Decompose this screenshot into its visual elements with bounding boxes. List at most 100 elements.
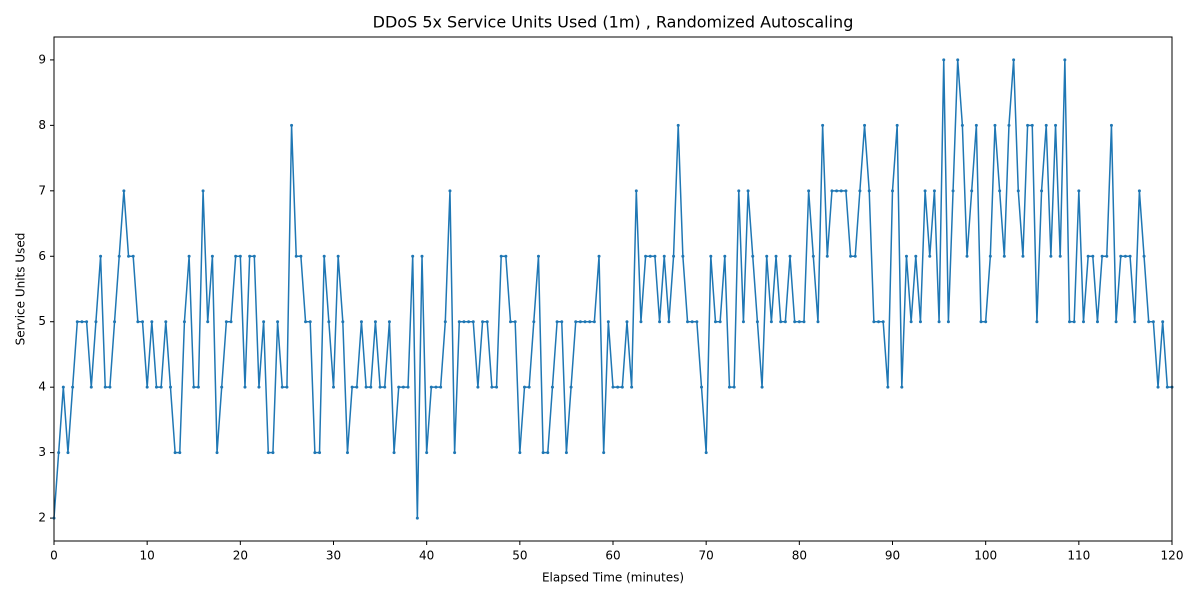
data-point bbox=[1049, 254, 1053, 258]
data-point bbox=[723, 254, 727, 258]
x-tick-label: 120 bbox=[1161, 549, 1184, 563]
data-point bbox=[532, 320, 536, 324]
data-point bbox=[1105, 254, 1109, 258]
data-point bbox=[960, 123, 964, 127]
data-point bbox=[434, 385, 438, 389]
data-point bbox=[57, 451, 61, 455]
data-point bbox=[592, 320, 596, 324]
data-point bbox=[648, 254, 652, 258]
data-point bbox=[234, 254, 238, 258]
x-tick-label: 40 bbox=[419, 549, 434, 563]
data-point bbox=[844, 189, 848, 193]
data-point bbox=[676, 123, 680, 127]
data-point bbox=[108, 385, 112, 389]
data-point bbox=[746, 189, 750, 193]
data-point bbox=[145, 385, 149, 389]
data-point bbox=[686, 320, 690, 324]
data-point bbox=[313, 451, 317, 455]
x-tick-label: 70 bbox=[699, 549, 714, 563]
data-point bbox=[760, 385, 764, 389]
data-point bbox=[1142, 254, 1146, 258]
data-point bbox=[1147, 320, 1151, 324]
y-axis-label: Service Units Used bbox=[14, 233, 28, 346]
data-point bbox=[881, 320, 885, 324]
data-point bbox=[66, 451, 70, 455]
data-point bbox=[853, 254, 857, 258]
data-point bbox=[1030, 123, 1034, 127]
data-point bbox=[588, 320, 592, 324]
data-point bbox=[872, 320, 876, 324]
data-point bbox=[1068, 320, 1072, 324]
data-point bbox=[99, 254, 103, 258]
data-point bbox=[85, 320, 89, 324]
data-point bbox=[266, 451, 270, 455]
data-point bbox=[951, 189, 955, 193]
x-axis-label: Elapsed Time (minutes) bbox=[542, 571, 684, 585]
data-point bbox=[788, 254, 792, 258]
data-point bbox=[1040, 189, 1044, 193]
data-point bbox=[164, 320, 168, 324]
data-point bbox=[248, 254, 252, 258]
data-point bbox=[755, 320, 759, 324]
data-point bbox=[294, 254, 298, 258]
data-point bbox=[583, 320, 587, 324]
data-point bbox=[578, 320, 582, 324]
x-tick-label: 0 bbox=[50, 549, 58, 563]
y-tick-label: 7 bbox=[38, 183, 46, 197]
data-point bbox=[159, 385, 163, 389]
data-point bbox=[830, 189, 834, 193]
data-point bbox=[904, 254, 908, 258]
data-point bbox=[630, 385, 634, 389]
chart-title: DDoS 5x Service Units Used (1m) , Random… bbox=[373, 13, 854, 32]
data-point bbox=[453, 451, 457, 455]
data-point bbox=[956, 58, 960, 62]
data-point bbox=[1077, 189, 1081, 193]
data-point bbox=[700, 385, 704, 389]
data-point bbox=[113, 320, 117, 324]
data-point bbox=[560, 320, 564, 324]
data-point bbox=[1054, 123, 1058, 127]
data-point bbox=[625, 320, 629, 324]
data-point bbox=[122, 189, 126, 193]
data-point bbox=[1165, 385, 1169, 389]
data-point bbox=[1091, 254, 1095, 258]
data-point bbox=[732, 385, 736, 389]
data-point bbox=[341, 320, 345, 324]
data-point bbox=[620, 385, 624, 389]
data-point bbox=[1026, 123, 1030, 127]
data-point bbox=[378, 385, 382, 389]
data-point bbox=[345, 451, 349, 455]
data-point bbox=[318, 451, 322, 455]
data-point bbox=[304, 320, 308, 324]
axes-frame bbox=[53, 36, 1173, 542]
y-tick-label: 9 bbox=[38, 52, 46, 66]
data-point bbox=[597, 254, 601, 258]
data-point bbox=[1095, 320, 1099, 324]
data-point bbox=[527, 385, 531, 389]
data-point bbox=[1156, 385, 1160, 389]
data-point bbox=[401, 385, 405, 389]
data-point bbox=[839, 189, 843, 193]
data-point bbox=[252, 254, 256, 258]
data-point bbox=[550, 385, 554, 389]
x-tick-label: 60 bbox=[605, 549, 620, 563]
data-point bbox=[229, 320, 233, 324]
data-point bbox=[918, 320, 922, 324]
data-point bbox=[117, 254, 121, 258]
y-tick-label: 8 bbox=[38, 118, 46, 132]
data-point bbox=[495, 385, 499, 389]
data-point bbox=[476, 385, 480, 389]
data-point bbox=[993, 123, 997, 127]
data-point bbox=[718, 320, 722, 324]
x-tick-label: 10 bbox=[140, 549, 155, 563]
data-point bbox=[350, 385, 354, 389]
data-point bbox=[741, 320, 745, 324]
data-point bbox=[168, 385, 172, 389]
data-point bbox=[387, 320, 391, 324]
data-point bbox=[606, 320, 610, 324]
data-point bbox=[299, 254, 303, 258]
data-point bbox=[1151, 320, 1155, 324]
data-point bbox=[965, 254, 969, 258]
data-point bbox=[509, 320, 513, 324]
data-point bbox=[797, 320, 801, 324]
